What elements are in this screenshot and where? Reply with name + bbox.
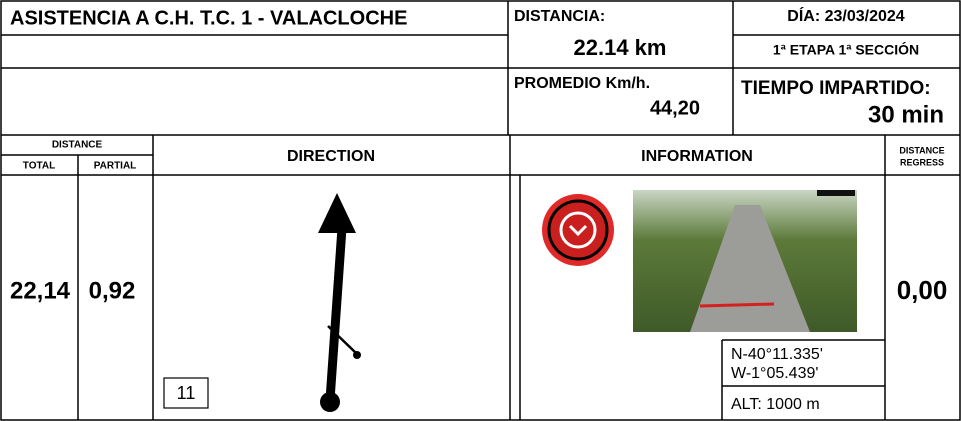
average-value: 44,20 bbox=[650, 97, 700, 119]
time-label: TIEMPO IMPARTIDO: bbox=[741, 78, 931, 99]
time-value: 30 min bbox=[868, 101, 944, 128]
title: ASISTENCIA A C.H. T.C. 1 - VALACLOCHE bbox=[10, 7, 407, 29]
route-line bbox=[325, 227, 347, 401]
col-regress: DISTANCE bbox=[899, 145, 944, 155]
col-information: INFORMATION bbox=[641, 148, 753, 165]
photo-road bbox=[690, 205, 810, 332]
altitude: ALT: 1000 m bbox=[731, 396, 820, 413]
arrow-head bbox=[318, 193, 356, 233]
longitude: W-1°05.439' bbox=[731, 365, 818, 382]
side-road bbox=[327, 325, 358, 355]
date: DÍA: 23/03/2024 bbox=[787, 6, 905, 25]
partial: 0,92 bbox=[89, 277, 136, 304]
icon-inner bbox=[547, 199, 609, 261]
col-partial: PARTIAL bbox=[94, 161, 137, 172]
col-distance: DISTANCE bbox=[52, 140, 103, 151]
number-box bbox=[163, 377, 209, 409]
regress: 0,00 bbox=[897, 275, 948, 305]
number: 11 bbox=[177, 383, 196, 403]
photo-marker bbox=[699, 302, 775, 308]
distance-value: 22.14 km bbox=[574, 35, 667, 60]
col-regress: REGRESS bbox=[900, 157, 944, 167]
col-total: TOTAL bbox=[23, 161, 55, 172]
start-dot bbox=[320, 392, 340, 412]
danger-icon bbox=[542, 194, 614, 266]
side-road-dot bbox=[353, 351, 361, 359]
stage: 1ª ETAPA 1ª SECCIÓN bbox=[773, 41, 919, 58]
average-label: PROMEDIO Km/h. bbox=[514, 75, 650, 92]
tulip-diagram bbox=[318, 193, 361, 412]
photo-tag bbox=[817, 190, 855, 196]
total: 22,14 bbox=[10, 277, 71, 304]
icon-chevron bbox=[568, 224, 588, 237]
col-direction: DIRECTION bbox=[287, 148, 375, 165]
distance-label: DISTANCIA: bbox=[514, 8, 605, 25]
photo bbox=[633, 190, 857, 332]
icon-ring bbox=[559, 211, 597, 249]
latitude: N-40°11.335' bbox=[731, 346, 823, 363]
